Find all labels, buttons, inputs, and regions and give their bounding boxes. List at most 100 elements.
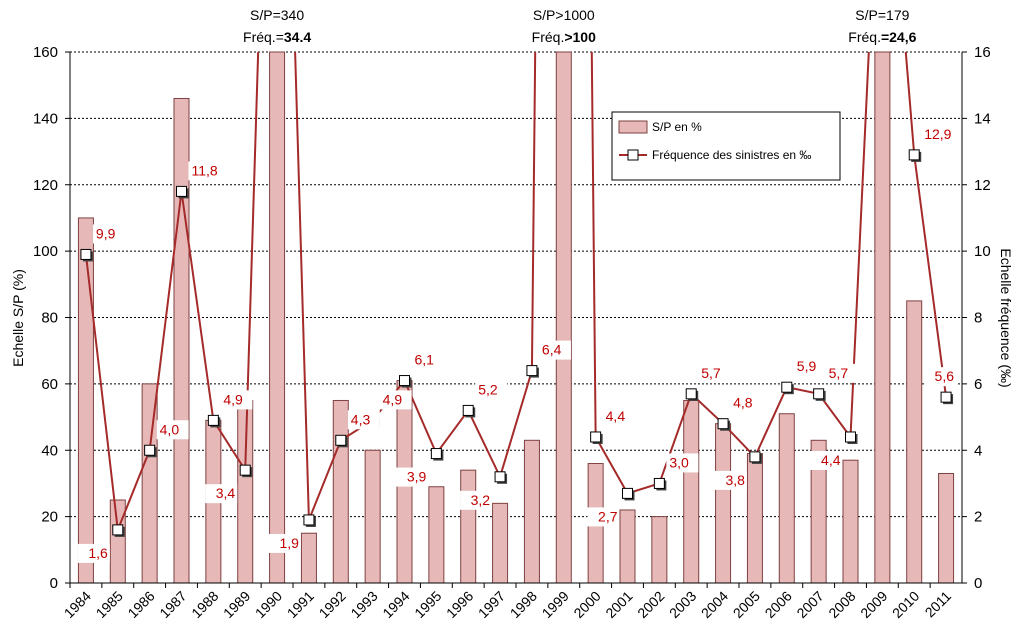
- x-tick-label: 1997: [475, 588, 508, 621]
- frequency-marker: [940, 391, 952, 403]
- y2-tick-label: 14: [974, 110, 991, 127]
- data-label-bg: [714, 470, 747, 490]
- y2-tick-label: 6: [974, 376, 982, 393]
- bar: [332, 399, 349, 584]
- data-label: 9,9: [96, 225, 116, 241]
- annotations: S/P=340Fréq.=34.4S/P>1000Fréq.>100S/P=17…: [243, 7, 917, 45]
- x-tick-label: 2006: [762, 588, 795, 621]
- x-tick-label: 2011: [922, 588, 955, 621]
- frequency-marker: [590, 431, 602, 443]
- bar: [746, 453, 763, 584]
- frequency-marker: [462, 404, 474, 416]
- data-label: 3,9: [407, 469, 427, 485]
- frequency-marker: [717, 418, 729, 430]
- data-label-bg: [411, 350, 444, 370]
- bar: [109, 499, 126, 584]
- data-label: 3,4: [216, 485, 236, 501]
- x-tick-label: 1984: [61, 588, 94, 621]
- frequency-marker: [813, 388, 825, 400]
- annotation-prefix: Fréq.: [532, 29, 565, 45]
- data-label-bg: [156, 420, 189, 440]
- frequency-marker: [239, 464, 251, 476]
- data-label: 4,3: [351, 411, 371, 427]
- y-tick-label: 80: [41, 310, 58, 327]
- legend-marker-swatch: [627, 149, 639, 161]
- data-label-bg: [92, 224, 125, 244]
- annotation-line2: Fréq.=34.4: [243, 29, 311, 45]
- x-tick-label: 2007: [793, 588, 826, 621]
- data-label-bg: [77, 543, 110, 563]
- x-tick-label: 1996: [443, 588, 476, 621]
- bar: [173, 97, 190, 584]
- bar: [906, 300, 923, 584]
- bar: [300, 532, 317, 584]
- data-label-bg: [924, 367, 956, 387]
- y2-tick-label: 0: [974, 575, 982, 592]
- frequency-marker: [494, 471, 506, 483]
- data-label-bg: [347, 410, 380, 430]
- y-tick-label: 160: [33, 44, 58, 61]
- bar: [492, 502, 509, 584]
- x-tick-label: 1985: [93, 588, 126, 621]
- frequency-marker: [399, 375, 410, 387]
- data-label-bg: [587, 507, 620, 527]
- frequency-marker: [749, 451, 761, 463]
- data-label-bg: [698, 363, 731, 383]
- frequency-marker: [144, 444, 156, 456]
- annotation-line2: Fréq.>100: [532, 29, 596, 45]
- legend-line-label: Fréquence des sinistres en ‰: [652, 148, 811, 162]
- y2-tick-label: 8: [974, 310, 982, 327]
- frequency-marker: [685, 388, 697, 400]
- data-label: 2,7: [598, 508, 618, 524]
- frequency-marker: [781, 381, 793, 393]
- x-tick-label: 1999: [539, 588, 572, 621]
- frequency-marker: [207, 414, 219, 426]
- bar: [938, 472, 955, 584]
- data-label: 6,4: [542, 342, 562, 358]
- data-label-bg: [810, 450, 843, 470]
- y2-tick-label: 12: [974, 177, 991, 194]
- data-label: 4,4: [606, 408, 626, 424]
- data-labels: 9,9 1,6 4,0 11,8 4,9 3,4 1,9 4,3 4,9 6,1 3,9 5,2 3,2…: [77, 124, 962, 563]
- frequency-marker: [176, 185, 187, 197]
- bar: [523, 439, 540, 584]
- data-label: 3,0: [669, 454, 689, 470]
- data-label: 1,9: [279, 535, 299, 551]
- bar: [715, 423, 732, 584]
- x-tick-label: 2002: [634, 588, 667, 621]
- data-label: 11,8: [192, 162, 218, 178]
- bar: [842, 459, 859, 584]
- frequency-marker: [653, 477, 665, 489]
- data-label: 3,8: [725, 472, 745, 488]
- bar: [651, 516, 668, 584]
- x-tick-label: 2000: [570, 588, 603, 621]
- x-tick-label: 1986: [124, 588, 157, 621]
- annotation-prefix: Fréq.: [848, 29, 881, 45]
- annotation-prefix: Fréq.=: [243, 29, 284, 45]
- x-tick-label: 1988: [188, 588, 221, 621]
- data-label: 5,7: [701, 365, 721, 381]
- data-label-bg: [396, 467, 429, 487]
- x-tick-label: 1990: [252, 588, 285, 621]
- bar: [778, 413, 795, 584]
- bar: [269, 51, 286, 584]
- data-label: 3,2: [471, 492, 491, 508]
- bar: [683, 399, 700, 584]
- frequency-marker: [622, 487, 633, 499]
- frequency-line: [80, 52, 954, 537]
- y2-tick-label: 10: [974, 243, 991, 260]
- y-tick-label: 100: [33, 243, 58, 260]
- x-tick-label: 2009: [857, 588, 890, 621]
- frequency-marker: [430, 448, 442, 460]
- x-tick-label: 1998: [507, 588, 540, 621]
- frequency-marker: [845, 431, 856, 443]
- y2-tick-label: 4: [974, 442, 982, 459]
- data-label-bg: [921, 124, 962, 144]
- x-tick-label: 2008: [825, 588, 858, 621]
- frequency-marker: [908, 149, 920, 161]
- frequency-marker: [80, 248, 92, 260]
- frequency-polyline: [84, 52, 948, 531]
- data-label: 4,9: [383, 391, 403, 407]
- data-label: 5,7: [829, 365, 849, 381]
- data-label: 5,6: [935, 368, 955, 384]
